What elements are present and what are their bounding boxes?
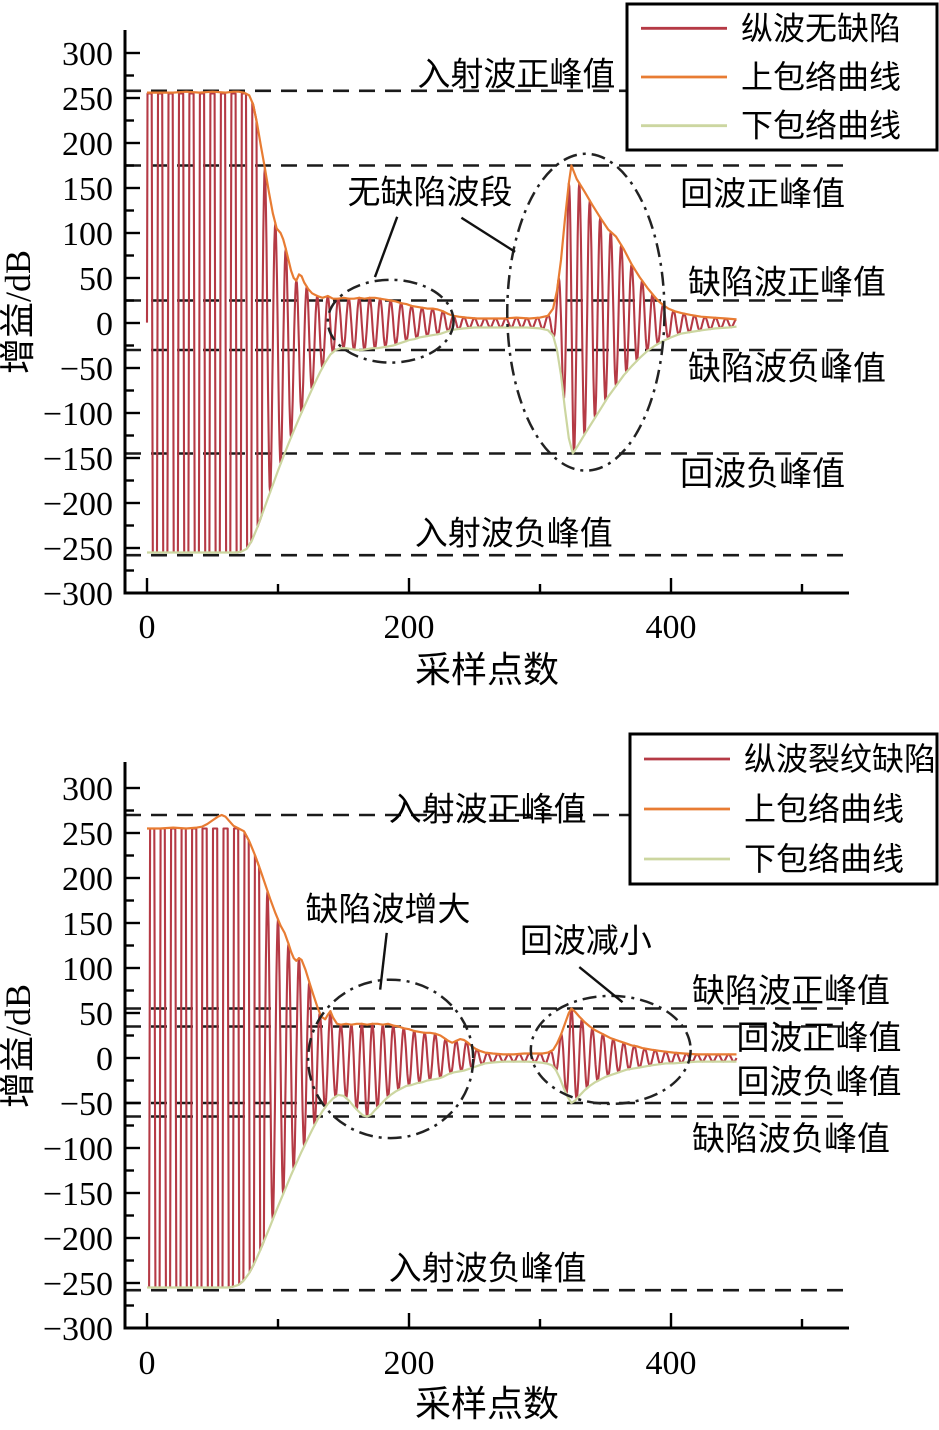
- waveform-series: [145, 92, 738, 554]
- y-tick-label: −200: [43, 1221, 113, 1258]
- legend-label: 上包络曲线: [741, 59, 901, 95]
- annotation-text: 回波正峰值: [680, 176, 845, 213]
- y-tick-label: −150: [43, 1176, 113, 1213]
- y-tick-label: 0: [96, 1041, 113, 1078]
- y-tick-label: 0: [96, 306, 113, 343]
- chart-no-defect: 300 250 200 150 100 50 0 −50 −100 −150 −200 −250 −30…: [0, 2, 939, 690]
- annotation-text: 缺陷波正峰值: [688, 264, 886, 301]
- upper-envelope-series: [147, 90, 737, 321]
- annotation-text: 回波减小: [520, 923, 652, 960]
- legend-label: 下包络曲线: [744, 841, 904, 877]
- annotation-text: 回波正峰值: [737, 1020, 902, 1057]
- y-tick-label: 150: [62, 906, 113, 943]
- lower-envelope-series: [147, 325, 737, 554]
- annotation-text: 缺陷波正峰值: [692, 973, 890, 1010]
- annotation-text: 回波负峰值: [737, 1064, 902, 1101]
- annotation-text: 入射波正峰值: [389, 791, 587, 828]
- annotation-leader-line: [373, 216, 399, 278]
- legend-label: 纵波裂纹缺陷: [744, 741, 936, 777]
- y-tick-label: −100: [43, 1131, 113, 1168]
- y-tick-label: 100: [62, 951, 113, 988]
- annotation-text: 缺陷波负峰值: [692, 1121, 890, 1158]
- annotation-text: 缺陷波增大: [306, 891, 471, 928]
- y-tick-label: −200: [43, 486, 113, 523]
- legend-label: 上包络曲线: [744, 791, 904, 827]
- highlight-ellipse: [306, 978, 475, 1140]
- y-tick-label: 200: [62, 861, 113, 898]
- y-tick-label: 50: [79, 996, 113, 1033]
- highlight-ellipse: [326, 278, 455, 364]
- y-tick-label: 250: [62, 81, 113, 118]
- y-tick-label: 150: [62, 171, 113, 208]
- x-tick-label: 0: [139, 609, 156, 646]
- y-tick-label: −100: [43, 396, 113, 433]
- y-tick-label: 300: [62, 771, 113, 808]
- y-tick-label: −50: [60, 1086, 113, 1123]
- x-tick-label: 200: [384, 1345, 435, 1382]
- y-tick-label: −150: [43, 441, 113, 478]
- y-tick-label: −250: [43, 1266, 113, 1303]
- y-tick-label: 200: [62, 126, 113, 163]
- y-tick-label: 100: [62, 216, 113, 253]
- y-axis-label: 增益/dB: [0, 984, 38, 1108]
- y-tick-label: −250: [43, 531, 113, 568]
- annotation-leader-line: [578, 966, 624, 1004]
- annotation-text: 无缺陷波段: [347, 174, 512, 211]
- x-tick-label: 400: [646, 609, 697, 646]
- x-tick-label: 0: [139, 1345, 156, 1382]
- annotation-text: 入射波负峰值: [389, 1250, 587, 1287]
- annotation-text: 入射波正峰值: [417, 56, 615, 93]
- y-tick-label: 250: [62, 816, 113, 853]
- y-tick-label: −300: [43, 1311, 113, 1348]
- x-axis-label: 采样点数: [415, 650, 559, 690]
- annotation-leader-line: [460, 216, 516, 253]
- lower-envelope-series: [147, 1060, 737, 1289]
- y-tick-label: −300: [43, 576, 113, 613]
- y-tick-label: −50: [60, 351, 113, 388]
- chart-crack-defect: 300 250 200 150 100 50 0 −50 −100 −150 −200 −250 −30…: [0, 732, 939, 1424]
- y-tick-label: 50: [79, 261, 113, 298]
- legend-label: 下包络曲线: [741, 108, 901, 144]
- x-axis-label: 采样点数: [415, 1384, 559, 1424]
- y-axis-label: 增益/dB: [0, 250, 38, 374]
- upper-envelope-series: [147, 813, 737, 1056]
- legend-label: 纵波无缺陷: [741, 10, 901, 46]
- highlight-ellipse: [529, 994, 692, 1106]
- annotation-text: 入射波负峰值: [415, 515, 613, 552]
- y-tick-label: 300: [62, 36, 113, 73]
- x-tick-label: 200: [384, 609, 435, 646]
- annotation-text: 缺陷波负峰值: [688, 351, 886, 388]
- annotation-leader-line: [378, 932, 388, 990]
- x-tick-label: 400: [646, 1345, 697, 1382]
- highlight-ellipse: [505, 152, 666, 472]
- annotation-text: 回波负峰值: [680, 456, 845, 493]
